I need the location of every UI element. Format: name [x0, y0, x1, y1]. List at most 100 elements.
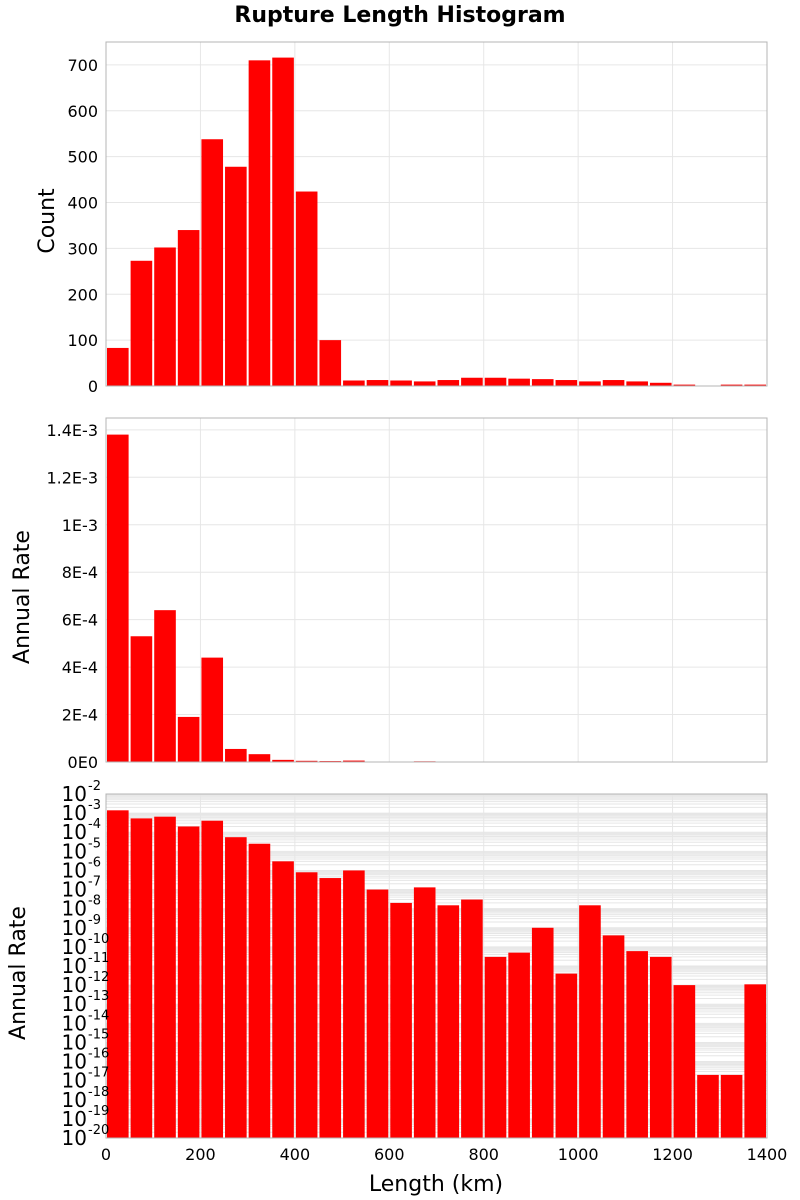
bar — [531, 927, 554, 1138]
bar — [744, 984, 766, 1138]
y-tick-label: 10 — [62, 1088, 87, 1112]
y-tick-label: 700 — [67, 56, 98, 75]
y-tick-label: 600 — [67, 102, 98, 121]
y-tick-label: 100 — [67, 331, 98, 350]
bar — [744, 384, 766, 386]
plot-frame — [105, 793, 768, 1139]
panel-3: 10-2010-1910-1810-1710-1610-1510-1410-13… — [6, 779, 768, 1150]
bar — [579, 905, 601, 1138]
chart-title: Rupture Length Histogram — [234, 3, 565, 28]
y-tick-exponent: -2 — [88, 779, 101, 794]
bar — [295, 760, 318, 762]
bar — [272, 759, 294, 762]
y-tick-label: 10 — [62, 1011, 87, 1035]
bar — [154, 247, 176, 386]
bar — [720, 384, 743, 386]
bar — [130, 636, 153, 762]
y-tick-exponent: -18 — [88, 1085, 109, 1100]
y-tick-exponent: -14 — [88, 1008, 109, 1023]
y-tick-label: 8E-4 — [62, 563, 98, 582]
bar — [154, 610, 176, 762]
bar — [130, 260, 153, 386]
y-tick-label: 1E-3 — [62, 516, 98, 535]
bar — [413, 381, 436, 386]
bar — [225, 748, 247, 762]
bar — [272, 861, 294, 1138]
bar — [343, 760, 365, 762]
bar — [579, 381, 601, 386]
y-tick-label: 10 — [62, 916, 87, 940]
y-tick-label: 500 — [67, 148, 98, 167]
bar — [437, 380, 460, 386]
bar — [508, 378, 530, 386]
bar — [366, 889, 389, 1138]
bar — [555, 973, 578, 1138]
y-tick-label: 10 — [62, 801, 87, 825]
y-tick-label: 10 — [62, 1107, 87, 1131]
y-tick-exponent: -13 — [88, 989, 109, 1004]
y-tick-exponent: -3 — [88, 798, 101, 813]
x-tick-label: 200 — [185, 1145, 216, 1164]
bar — [649, 382, 672, 386]
bar — [602, 380, 625, 386]
plots-container: 0100200300400500600700Count0E02E-44E-46E… — [6, 41, 788, 1164]
y-tick-label: 200 — [67, 285, 98, 304]
bar — [484, 956, 507, 1138]
x-tick-label: 1400 — [747, 1145, 788, 1164]
bar — [248, 843, 271, 1138]
y-tick-exponent: -19 — [88, 1104, 109, 1119]
y-tick-label: 10 — [62, 992, 87, 1016]
bar — [720, 1074, 743, 1138]
bar — [107, 347, 129, 386]
bar — [343, 870, 365, 1138]
y-tick-label: 10 — [62, 839, 87, 863]
bar — [343, 380, 365, 386]
bar — [107, 810, 129, 1138]
bar — [508, 952, 530, 1138]
bar — [201, 657, 224, 762]
y-tick-label: 300 — [67, 239, 98, 258]
y-tick-label: 10 — [62, 954, 87, 978]
bar — [461, 377, 483, 386]
bar — [107, 434, 129, 762]
y-tick-exponent: -11 — [88, 951, 109, 966]
x-tick-label: 800 — [468, 1145, 499, 1164]
bar — [413, 887, 436, 1138]
y-tick-exponent: -6 — [88, 855, 101, 870]
x-tick-label: 1000 — [558, 1145, 599, 1164]
y-axis-label: Annual Rate — [10, 530, 35, 664]
bar — [177, 716, 200, 762]
bar — [130, 818, 153, 1138]
y-tick-exponent: -17 — [88, 1066, 109, 1081]
bar — [531, 379, 554, 386]
bar — [201, 820, 224, 1138]
bar — [366, 380, 389, 386]
x-tick-label: 400 — [280, 1145, 311, 1164]
x-tick-label: 1200 — [652, 1145, 693, 1164]
bar — [626, 381, 648, 386]
y-tick-label: 0 — [88, 377, 98, 396]
y-tick-label: 10 — [62, 935, 87, 959]
bar — [319, 340, 342, 386]
y-tick-label: 6E-4 — [62, 611, 98, 630]
x-tick-label: 600 — [374, 1145, 405, 1164]
bar — [201, 139, 224, 386]
bar — [602, 935, 625, 1138]
y-axis-label: Count — [35, 188, 60, 254]
y-tick-label: 10 — [62, 878, 87, 902]
x-tick-label: 0 — [101, 1145, 111, 1164]
y-tick-exponent: -4 — [88, 817, 101, 832]
y-tick-exponent: -7 — [88, 875, 101, 890]
y-tick-label: 10 — [62, 973, 87, 997]
y-tick-exponent: -15 — [88, 1027, 109, 1042]
y-tick-label: 0E0 — [68, 753, 98, 772]
bar — [272, 57, 294, 386]
panel-1: 0 100 200 300 400 500 600 700 Count — [35, 41, 768, 396]
bar — [319, 878, 342, 1138]
y-tick-exponent: -9 — [88, 913, 101, 928]
bar — [390, 902, 412, 1138]
y-tick-label: 4E-4 — [62, 658, 98, 677]
y-tick-label: 2E-4 — [62, 706, 98, 725]
bar — [461, 899, 483, 1138]
